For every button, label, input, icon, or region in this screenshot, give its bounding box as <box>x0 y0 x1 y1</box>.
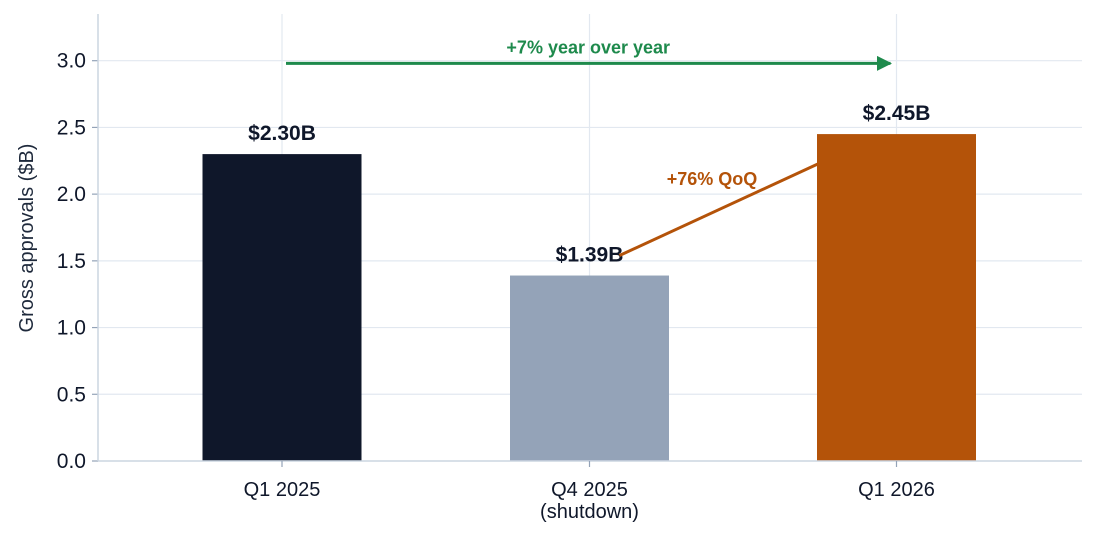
annotation-qoq-label: +76% QoQ <box>667 169 758 189</box>
x-tick-label: Q1 2026 <box>858 479 935 501</box>
annotation-qoq-line <box>618 162 819 257</box>
data-label: $2.45B <box>863 102 931 125</box>
data-labels: $2.30B $1.39B $2.45B <box>248 102 930 266</box>
y-tick-label: 2.5 <box>57 116 86 139</box>
y-axis-label: Gross approvals ($B) <box>16 144 38 333</box>
annotation-yoy-label: +7% year over year <box>506 37 670 57</box>
y-tick-label: 0.5 <box>57 383 86 406</box>
bar-q1-2025 <box>202 154 362 461</box>
bar-q1-2026 <box>817 134 976 462</box>
x-tick-label: Q1 2025 <box>244 479 321 501</box>
y-tick-label: 3.0 <box>57 50 86 73</box>
axes: 0.0 0.5 1.0 1.5 2.0 2.5 3.0 Q1 2025 Q4 2025(shut… <box>57 14 1082 523</box>
annotations: +7% year over year +76% QoQ <box>286 37 892 257</box>
x-tick-sublabel: (shutdown) <box>540 501 639 523</box>
data-label: $1.39B <box>556 244 624 267</box>
y-tick-label: 1.5 <box>57 250 86 273</box>
y-tick-label: 1.0 <box>57 317 86 340</box>
bar-q4-2025 <box>510 275 669 461</box>
y-tick-label: 0.0 <box>57 450 86 473</box>
data-label: $2.30B <box>248 122 316 145</box>
bars <box>202 134 976 462</box>
x-tick-label: Q4 2025 <box>551 479 628 501</box>
y-tick-label: 2.0 <box>57 183 86 206</box>
